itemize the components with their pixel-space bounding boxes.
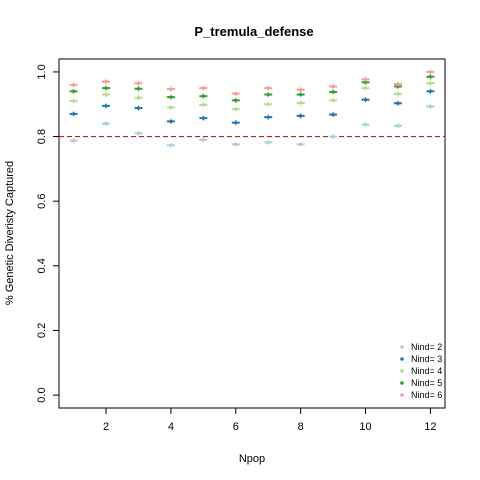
x-tick-label: 6 [233,421,239,433]
data-point [329,134,338,140]
data-point [166,142,175,148]
plot-frame [58,58,446,409]
data-point [264,101,273,107]
data-point [329,112,338,118]
x-tick-label: 8 [298,421,304,433]
y-tick-label: 0.6 [36,194,48,209]
data-point [69,111,78,117]
legend-item: Nind= 5 [400,378,442,388]
legend-label: Nind= 6 [411,390,442,400]
data-point [426,69,435,75]
data-point [329,97,338,103]
data-point [426,88,435,94]
data-point [199,93,208,99]
legend: Nind= 2 Nind= 3 Nind= 4 Nind= 5 Nind= 6 [400,342,442,400]
data-point [393,100,402,106]
data-point [102,79,111,85]
data-point [199,137,208,143]
data-point [166,86,175,92]
data-point [264,139,273,145]
data-point [134,80,143,86]
data-point [166,94,175,100]
data-point [69,88,78,94]
data-point [102,85,111,91]
data-point [264,85,273,91]
data-point [361,122,370,128]
data-point [426,104,435,110]
data-point [69,138,78,144]
x-tick-label: 10 [359,421,371,433]
legend-swatch [400,381,404,385]
y-tick-label: 0.2 [36,323,48,338]
data-point [296,92,305,98]
legend-item: Nind= 4 [400,366,442,376]
legend-label: Nind= 5 [411,378,442,388]
data-point [231,97,240,103]
y-axis-label: % Genetic Diveristy Captured [4,161,16,305]
data-point [102,103,111,109]
y-tick-label: 0.0 [36,387,48,402]
x-tick-label: 12 [424,421,436,433]
data-point [69,98,78,104]
data-point [426,80,435,86]
legend-swatch [400,369,404,373]
legend-label: Nind= 2 [411,342,442,352]
data-points [69,69,435,148]
data-point [166,118,175,124]
data-point [231,106,240,112]
data-point [134,86,143,92]
data-point [199,85,208,91]
data-point [361,76,370,82]
data-point [231,91,240,97]
y-tick-label: 0.8 [36,129,48,144]
data-point [166,104,175,110]
legend-item: Nind= 3 [400,354,442,364]
data-point [393,81,402,87]
legend-swatch [400,393,404,397]
legend-label: Nind= 3 [411,354,442,364]
x-axis-label: Npop [239,453,265,465]
data-point [231,120,240,126]
chart-title: P_tremula_defense [194,24,313,39]
y-tick-label: 1.0 [36,64,48,79]
data-point [134,105,143,111]
data-point [134,130,143,136]
data-point [393,91,402,97]
x-tick-label: 4 [168,421,174,433]
data-point [264,92,273,98]
y-tick-label: 0.4 [36,258,48,273]
data-point [361,85,370,91]
data-point [426,74,435,80]
data-point [199,115,208,121]
data-point [231,141,240,147]
data-point [296,87,305,93]
x-tick-label: 2 [103,421,109,433]
data-point [296,113,305,119]
data-point [329,89,338,95]
legend-label: Nind= 4 [411,366,442,376]
data-point [361,97,370,103]
y-axis: 0.0 0.2 0.4 0.6 0.8 1.0 [36,64,59,403]
data-point [102,92,111,98]
data-point [393,123,402,129]
data-point [296,141,305,147]
data-point [134,95,143,101]
legend-item: Nind= 2 [400,342,442,352]
legend-swatch [400,357,404,361]
legend-swatch [400,345,404,349]
x-axis: 2 4 6 8 10 12 [103,408,437,433]
data-point [102,121,111,127]
data-point [199,102,208,108]
data-point [69,82,78,88]
legend-item: Nind= 6 [400,390,442,400]
data-point [296,100,305,106]
data-point [329,83,338,89]
data-point [264,114,273,120]
